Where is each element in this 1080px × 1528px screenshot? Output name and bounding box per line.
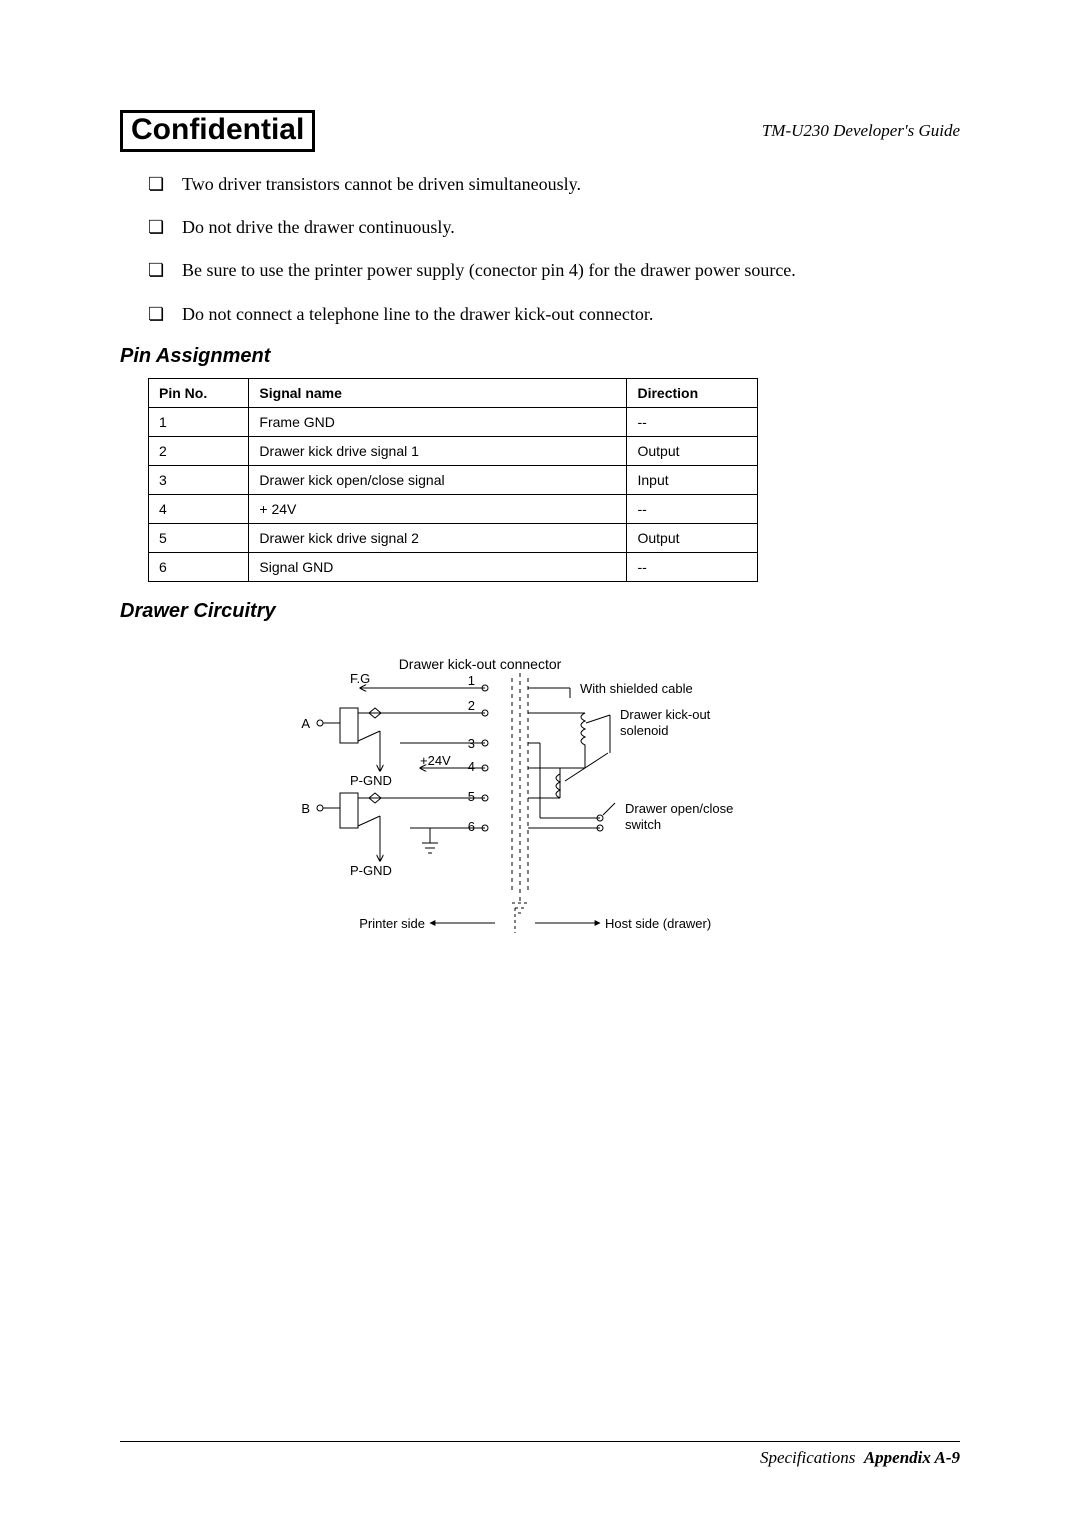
svg-text:2: 2 — [468, 698, 475, 713]
page-footer: Specifications Appendix A-9 — [120, 1441, 960, 1468]
list-item: Do not drive the drawer continuously. — [148, 215, 960, 240]
th-direction: Direction — [627, 378, 758, 407]
svg-text:F.G: F.G — [350, 671, 370, 686]
table-row: 5 Drawer kick drive signal 2 Output — [149, 523, 758, 552]
th-signal: Signal name — [249, 378, 627, 407]
footer-label: Specifications — [760, 1448, 855, 1467]
svg-text:With shielded cable: With shielded cable — [580, 681, 693, 696]
confidential-badge: Confidential — [120, 110, 315, 152]
section-pin-assignment: Pin Assignment — [120, 345, 960, 368]
table-row: 1 Frame GND -- — [149, 407, 758, 436]
list-item: Do not connect a telephone line to the d… — [148, 302, 960, 327]
svg-text:Printer side: Printer side — [359, 916, 425, 931]
svg-text:6: 6 — [468, 819, 475, 834]
list-item: Two driver transistors cannot be driven … — [148, 172, 960, 197]
table-row: 4 + 24V -- — [149, 494, 758, 523]
svg-text:P-GND: P-GND — [350, 773, 392, 788]
svg-text:solenoid: solenoid — [620, 723, 668, 738]
section-drawer-circuitry: Drawer Circuitry — [120, 600, 960, 623]
svg-text:Host side (drawer): Host side (drawer) — [605, 916, 711, 931]
footer-page: Appendix A-9 — [864, 1448, 960, 1467]
svg-text:switch: switch — [625, 817, 661, 832]
table-row: 3 Drawer kick open/close signal Input — [149, 465, 758, 494]
svg-text:P-GND: P-GND — [350, 863, 392, 878]
svg-text:B: B — [301, 801, 310, 816]
svg-text:4: 4 — [468, 759, 475, 774]
bullet-list: Two driver transistors cannot be driven … — [148, 172, 960, 327]
svg-text:Drawer open/close: Drawer open/close — [625, 801, 733, 816]
list-item: Be sure to use the printer power supply … — [148, 258, 960, 283]
diagram-title: Drawer kick-out connector — [399, 656, 562, 672]
svg-text:1: 1 — [468, 673, 475, 688]
svg-text:Drawer kick-out: Drawer kick-out — [620, 707, 711, 722]
svg-text:+24V: +24V — [420, 753, 451, 768]
th-pin: Pin No. — [149, 378, 249, 407]
svg-text:5: 5 — [468, 789, 475, 804]
table-row: 2 Drawer kick drive signal 1 Output — [149, 436, 758, 465]
guide-title: TM-U230 Developer's Guide — [762, 121, 960, 141]
drawer-circuitry-diagram: Drawer kick-out connector 1 2 3 4 5 6 — [120, 653, 960, 958]
table-row: 6 Signal GND -- — [149, 552, 758, 581]
pin-table: Pin No. Signal name Direction 1 Frame GN… — [148, 378, 758, 582]
svg-text:A: A — [301, 716, 310, 731]
